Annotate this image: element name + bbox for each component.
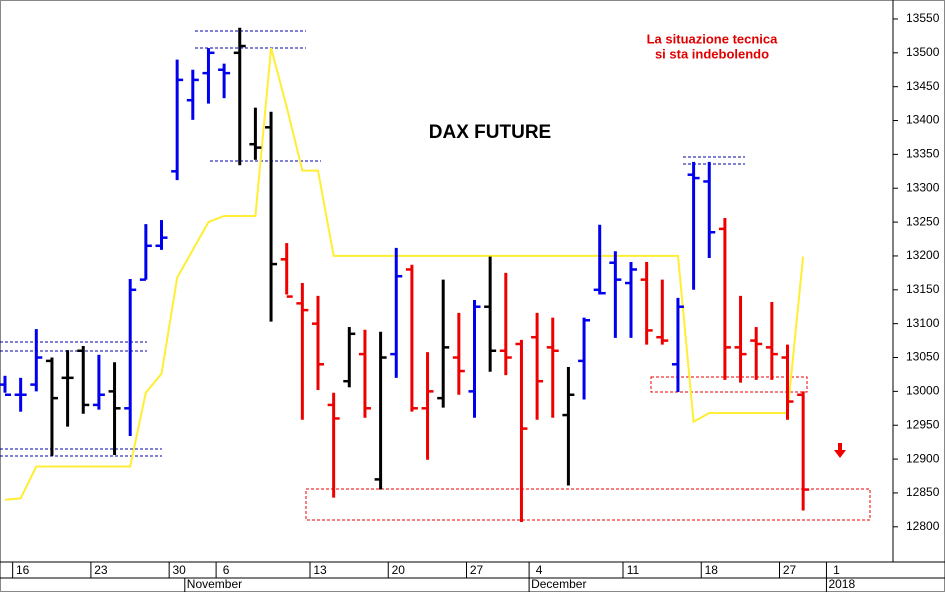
annotation: La situazione tecnica [647,31,779,46]
y-tick-label: 13000 [906,384,940,398]
y-tick-label: 13550 [906,11,940,25]
y-tick-label: 13150 [906,282,940,296]
y-tick-label: 12800 [906,519,940,533]
y-tick-label: 13450 [906,79,940,93]
y-tick-label: 12850 [906,485,940,499]
x-tick-label: 16 [16,563,30,577]
down-arrow [834,443,846,458]
y-tick-label: 13350 [906,147,940,161]
y-tick-label: 13300 [906,180,940,194]
x-tick-label: 4 [536,563,543,577]
month-label: November [187,577,242,591]
y-tick-label: 13250 [906,214,940,228]
x-tick-label: 13 [313,563,327,577]
x-tick-label: 20 [392,563,406,577]
y-tick-label: 13400 [906,113,940,127]
x-tick-label: 18 [705,563,719,577]
x-tick-label: 27 [470,563,484,577]
x-tick-label: 1 [833,563,840,577]
x-tick-label: 6 [223,563,230,577]
y-tick-label: 13050 [906,350,940,364]
y-tick-label: 13200 [906,248,940,262]
y-tick-label: 12950 [906,417,940,431]
overlay-line [4,47,805,501]
x-tick-label: 23 [94,563,108,577]
y-tick-label: 13500 [906,45,940,59]
x-tick-label: 30 [172,563,186,577]
y-tick-label: 12900 [906,451,940,465]
y-tick-label: 13100 [906,316,940,330]
x-tick-label: 27 [783,563,797,577]
x-tick-label: 11 [627,563,640,577]
month-label: December [531,577,586,591]
chart-title: DAX FUTURE [429,122,551,143]
month-label: 2018 [828,577,855,591]
annotation: si sta indebolendo [655,46,769,61]
